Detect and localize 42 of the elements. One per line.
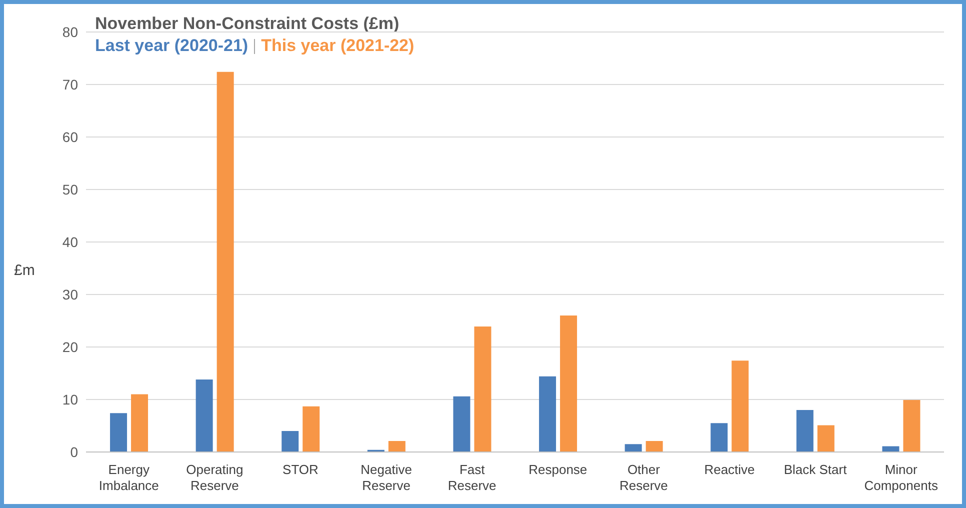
bar [710, 423, 728, 452]
bar [453, 396, 470, 452]
y-tick-label: 30 [62, 286, 78, 302]
bar [196, 380, 213, 452]
x-tick-label: Response [528, 462, 588, 477]
series-label: This year (2021-22) [261, 36, 414, 56]
x-tick-label: Black Start [784, 462, 848, 477]
bar [882, 446, 900, 452]
bar [131, 394, 148, 452]
x-tick-label: Negative Reserve [360, 462, 412, 493]
bar [302, 406, 320, 452]
bar [903, 400, 920, 452]
bar [796, 410, 814, 452]
bar [646, 440, 663, 452]
bar [624, 444, 642, 452]
bar [560, 316, 578, 452]
x-tick-label: Minor Components [864, 462, 938, 493]
y-tick-label: 80 [62, 24, 78, 40]
x-tick-label: Reactive [704, 462, 755, 477]
bar [539, 376, 556, 452]
x-tick-label: Fast Reserve [448, 462, 496, 493]
bar [474, 326, 492, 452]
chart-title: November Non-Constraint Costs (£m) [95, 14, 400, 34]
y-tick-label: 70 [62, 76, 78, 92]
y-tick-label: 50 [62, 181, 78, 198]
y-tick-label: 20 [62, 338, 78, 355]
bar [388, 440, 406, 452]
y-tick-label: 0 [70, 444, 78, 460]
text: Last year (2020-21) [95, 36, 248, 56]
y-axis-title: £m [14, 262, 35, 279]
y-tick-label: 10 [62, 391, 78, 408]
y-tick-label: 40 [62, 234, 78, 250]
bar [216, 72, 234, 452]
bar [110, 413, 128, 452]
y-tick-label: 60 [62, 128, 78, 145]
bar [732, 360, 749, 452]
bar [817, 425, 834, 452]
x-tick-label: Other Reserve [619, 462, 668, 493]
x-tick-label: STOR [282, 462, 318, 477]
bar [282, 431, 299, 452]
x-tick-label: Operating Reserve [186, 462, 244, 493]
x-tick-label: Energy Imbalance [98, 462, 159, 493]
